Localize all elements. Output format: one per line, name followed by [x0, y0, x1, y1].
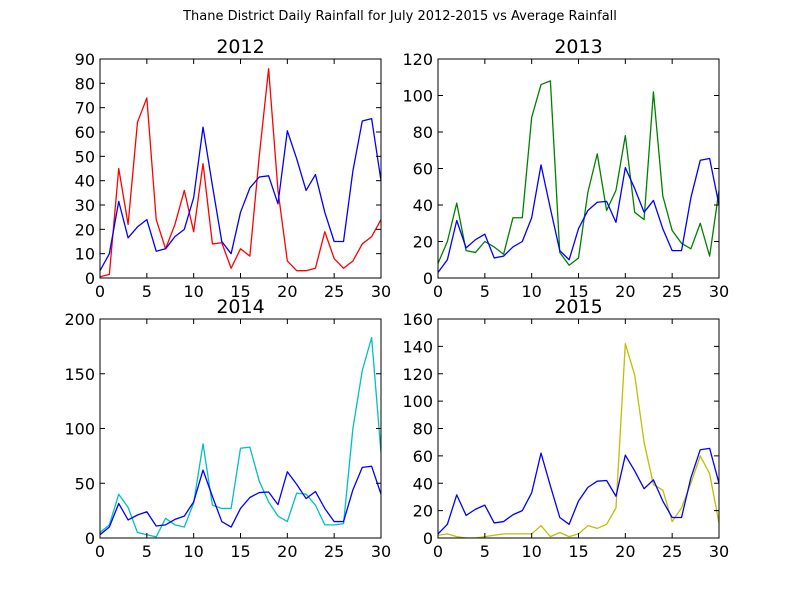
- series-line: [100, 336, 381, 538]
- y-tick-label: 0: [423, 269, 433, 288]
- y-tick-label: 20: [75, 220, 95, 239]
- x-tick-label: 20: [277, 542, 297, 561]
- series-line: [438, 342, 719, 538]
- x-tick-label: 25: [662, 282, 682, 301]
- x-tick-label: 15: [568, 542, 588, 561]
- y-tick-label: 100: [64, 420, 95, 439]
- y-tick-label: 100: [402, 87, 433, 106]
- series-line: [100, 117, 381, 272]
- x-tick-label: 10: [183, 542, 203, 561]
- series-group: [100, 336, 381, 538]
- y-tick-label: 10: [75, 245, 95, 264]
- y-tick-label: 150: [64, 365, 95, 384]
- y-tick-label: 40: [75, 172, 95, 191]
- x-tick-label: 15: [568, 282, 588, 301]
- y-tick-label: 70: [75, 99, 95, 118]
- y-tick-label: 60: [413, 160, 433, 179]
- y-tick-label: 80: [75, 74, 95, 93]
- series-line: [438, 80, 719, 266]
- x-tick-label: 5: [142, 282, 152, 301]
- y-tick-label: 50: [75, 474, 95, 493]
- y-tick-label: 20: [413, 233, 433, 252]
- axes-frame: [99, 58, 382, 279]
- series-group: [100, 68, 381, 278]
- y-tick-label: 60: [75, 123, 95, 142]
- x-tick-label: 25: [324, 282, 344, 301]
- y-tick-label: 30: [75, 196, 95, 215]
- y-tick-label: 40: [413, 474, 433, 493]
- y-tick-label: 140: [402, 337, 433, 356]
- panel-title: 2015: [554, 296, 602, 318]
- y-tick-label: 100: [402, 392, 433, 411]
- x-tick-label: 10: [521, 542, 541, 561]
- panel-title: 2013: [554, 36, 602, 58]
- x-tick-label: 10: [521, 282, 541, 301]
- axes-frame: [437, 58, 720, 279]
- y-tick-label: 90: [75, 50, 95, 69]
- series-group: [438, 80, 719, 273]
- panel-3: 0 5 10 15 20 25 30 0 20 40 60 80 100 120 140 160 2015: [402, 296, 729, 561]
- y-tick-label: 160: [402, 310, 433, 329]
- x-tick-label: 15: [230, 282, 250, 301]
- y-tick-label: 0: [85, 529, 95, 548]
- x-tick-label: 5: [480, 542, 490, 561]
- x-tick-label: 15: [230, 542, 250, 561]
- y-tick-label: 20: [413, 502, 433, 521]
- x-tick-label: 20: [277, 282, 297, 301]
- x-tick-label: 5: [142, 542, 152, 561]
- panel-2: 0 5 10 15 20 25 30 0 50 100 150 200 2014: [64, 296, 391, 561]
- axes-frame: [437, 318, 720, 539]
- x-tick-label: 30: [709, 542, 729, 561]
- x-tick-label: 30: [371, 282, 391, 301]
- series-line: [100, 465, 381, 536]
- series-line: [100, 68, 381, 278]
- x-tick-label: 0: [95, 542, 105, 561]
- x-tick-label: 10: [183, 282, 203, 301]
- x-tick-label: 30: [709, 282, 729, 301]
- y-tick-label: 0: [423, 529, 433, 548]
- x-tick-label: 5: [480, 282, 490, 301]
- x-tick-label: 25: [662, 542, 682, 561]
- y-tick-label: 120: [402, 50, 433, 69]
- y-tick-label: 50: [75, 147, 95, 166]
- x-tick-label: 0: [95, 282, 105, 301]
- x-tick-label: 0: [433, 542, 443, 561]
- x-tick-label: 25: [324, 542, 344, 561]
- series-line: [438, 447, 719, 535]
- y-tick-label: 40: [413, 196, 433, 215]
- y-tick-label: 200: [64, 310, 95, 329]
- series-group: [438, 342, 719, 538]
- y-tick-label: 120: [402, 365, 433, 384]
- series-line: [438, 157, 719, 273]
- figure-title: Thane District Daily Rainfall for July 2…: [183, 9, 617, 24]
- x-tick-label: 20: [615, 542, 635, 561]
- y-tick-label: 80: [413, 420, 433, 439]
- axes-frame: [99, 318, 382, 539]
- panel-title: 2012: [216, 36, 264, 58]
- x-tick-label: 0: [433, 282, 443, 301]
- y-tick-label: 80: [413, 123, 433, 142]
- y-tick-label: 60: [413, 447, 433, 466]
- x-tick-label: 20: [615, 282, 635, 301]
- y-tick-label: 0: [85, 269, 95, 288]
- panel-title: 2014: [216, 296, 264, 318]
- x-tick-label: 30: [371, 542, 391, 561]
- panel-1: 0 5 10 15 20 25 30 0 20 40 60 80 100 120 2013: [402, 36, 729, 301]
